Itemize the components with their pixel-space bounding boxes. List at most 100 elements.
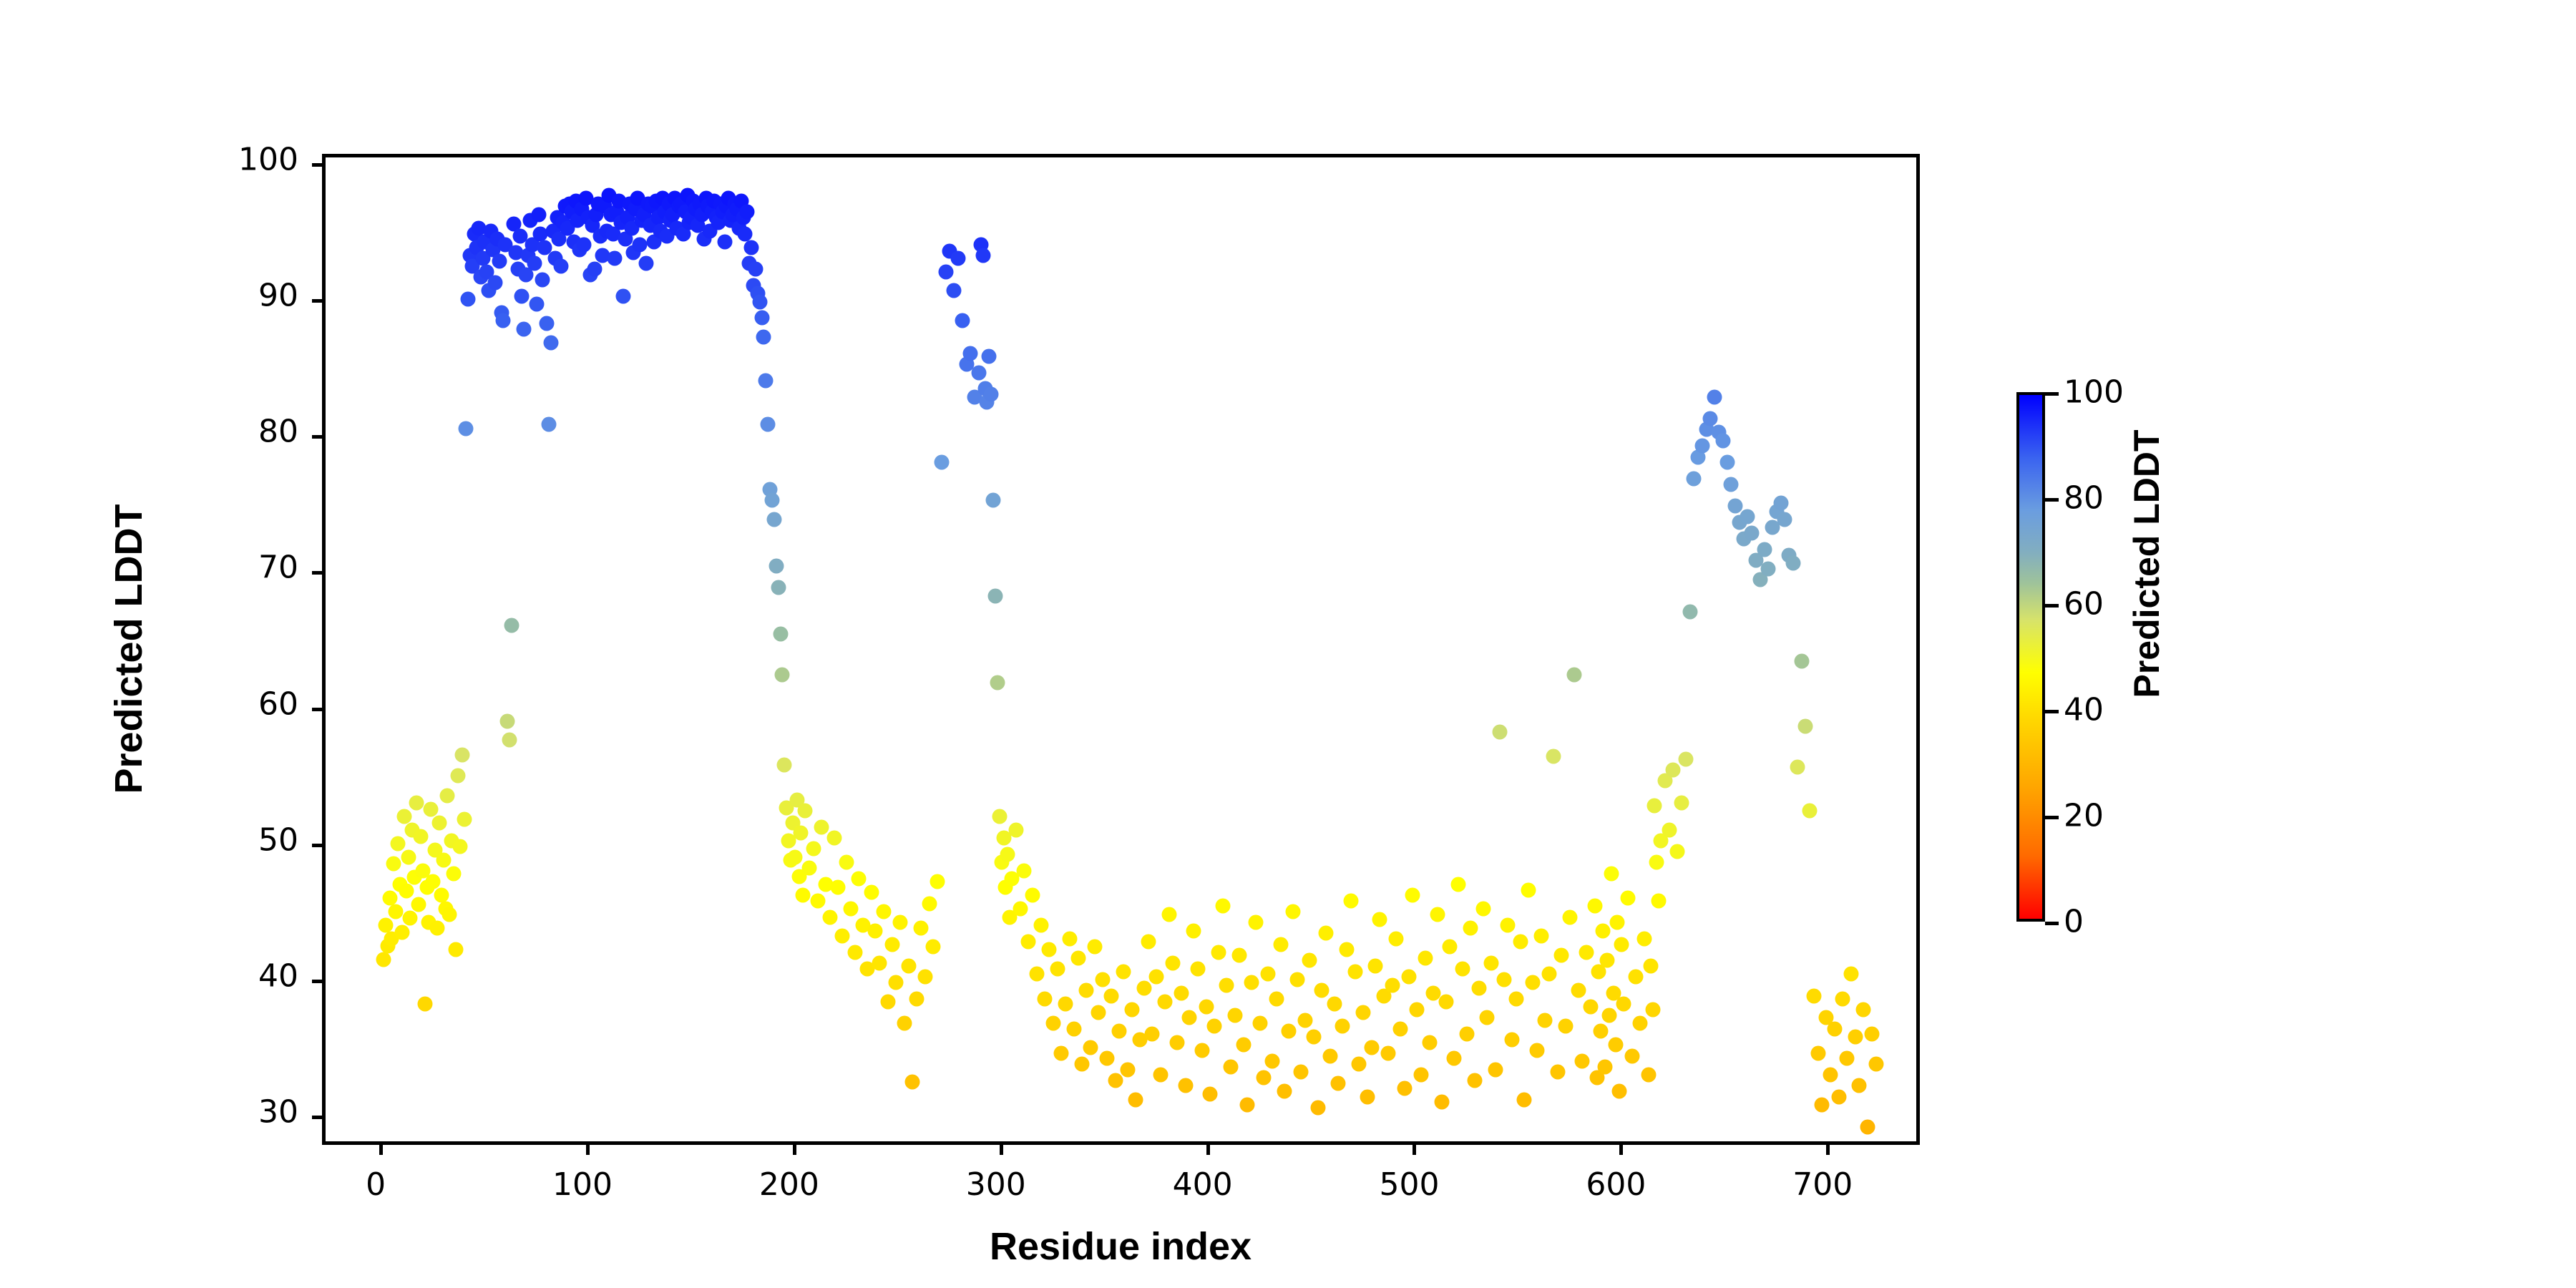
- scatter-point: [795, 887, 811, 903]
- colorbar-tick-mark: [2045, 922, 2059, 925]
- scatter-point: [1397, 1080, 1413, 1096]
- scatter-point: [839, 854, 854, 870]
- x-tick-mark: [999, 1141, 1003, 1155]
- scatter-point: [1851, 1078, 1867, 1093]
- scatter-point: [1087, 939, 1103, 955]
- scatter-point: [859, 961, 875, 977]
- scatter-point: [1574, 1053, 1590, 1069]
- scatter-point: [922, 896, 937, 912]
- scatter-point: [1843, 966, 1859, 982]
- scatter-point: [814, 819, 829, 835]
- scatter-point: [1614, 937, 1629, 952]
- scatter-point: [1281, 1023, 1297, 1039]
- scatter-point: [1430, 907, 1445, 922]
- y-tick-label: 100: [238, 141, 298, 178]
- scatter-point: [504, 618, 519, 633]
- scatter-point: [1657, 773, 1673, 789]
- scatter-point: [1029, 966, 1045, 982]
- scatter-point: [1620, 890, 1636, 906]
- scatter-point: [1260, 966, 1276, 982]
- scatter-point: [1839, 1050, 1855, 1066]
- scatter-point: [773, 626, 789, 642]
- scatter-point: [1330, 1075, 1346, 1091]
- scatter-point: [1628, 969, 1644, 985]
- scatter-point: [1702, 411, 1718, 426]
- scatter-point: [748, 261, 763, 277]
- x-tick-mark: [585, 1141, 590, 1155]
- scatter-point: [864, 884, 879, 900]
- scatter-point: [1450, 877, 1466, 892]
- scatter-point: [739, 204, 755, 220]
- x-tick-mark: [1413, 1141, 1417, 1155]
- scatter-point: [1418, 950, 1433, 966]
- scatter-point: [1827, 1021, 1843, 1037]
- scatter-point: [1000, 847, 1015, 862]
- scatter-point: [1525, 975, 1541, 990]
- scatter-point: [1372, 912, 1387, 927]
- x-tick-label: 0: [366, 1166, 386, 1203]
- y-tick-label: 50: [258, 821, 298, 859]
- scatter-point: [1343, 893, 1359, 909]
- scatter-point: [1392, 1021, 1408, 1037]
- scatter-point: [880, 994, 896, 1010]
- scatter-point: [1587, 898, 1603, 914]
- scatter-point: [1199, 999, 1214, 1015]
- scatter-point: [1678, 751, 1694, 767]
- scatter-point: [1020, 934, 1036, 950]
- scatter-point: [502, 732, 517, 748]
- scatter-point: [1141, 934, 1156, 950]
- scatter-point: [1662, 822, 1677, 838]
- scatter-point: [975, 248, 991, 263]
- plot-axes: [312, 154, 1920, 1155]
- scatter-point: [553, 258, 569, 274]
- colorbar-tick-mark: [2045, 710, 2059, 713]
- scatter-point: [1475, 901, 1491, 917]
- scatter-point: [1606, 985, 1621, 1001]
- scatter-point: [1136, 980, 1152, 995]
- scatter-point: [1190, 961, 1206, 977]
- scatter-point: [638, 255, 654, 271]
- scatter-point: [1442, 939, 1458, 955]
- y-tick-label: 90: [258, 277, 298, 314]
- scatter-point: [1425, 985, 1441, 1001]
- scatter-point: [376, 952, 391, 967]
- scatter-point: [1405, 887, 1420, 903]
- x-tick-label: 200: [758, 1166, 819, 1203]
- colorbar: 0 20 40 60 80 100: [2016, 374, 2124, 940]
- scatter-point: [516, 321, 532, 337]
- scatter-point: [1231, 947, 1247, 963]
- scatter-point: [448, 942, 464, 957]
- scatter-point: [1157, 994, 1173, 1010]
- scatter-point: [1601, 1008, 1617, 1023]
- y-tick-mark: [312, 162, 326, 167]
- scatter-point: [607, 250, 623, 266]
- scatter-point: [409, 795, 424, 811]
- scatter-point: [1108, 1073, 1123, 1088]
- scatter-point: [1041, 942, 1057, 957]
- scatter-point: [1479, 1010, 1495, 1025]
- colorbar-tick-label: 20: [2064, 797, 2104, 834]
- scatter-point: [1194, 1043, 1210, 1058]
- scatter-point: [1148, 969, 1164, 985]
- scatter-point: [450, 768, 466, 784]
- scatter-point: [1488, 1062, 1503, 1078]
- scatter-point: [797, 803, 813, 819]
- y-tick-mark: [312, 298, 326, 303]
- scatter-point: [1227, 1008, 1243, 1023]
- scatter-point: [1033, 917, 1048, 933]
- scatter-point: [595, 248, 610, 263]
- scatter-point: [1496, 972, 1512, 987]
- scatter-point: [1571, 982, 1586, 998]
- scatter-point: [1008, 822, 1024, 838]
- scatter-point: [423, 801, 439, 817]
- scatter-point: [1459, 1026, 1475, 1042]
- scatter-point: [1553, 947, 1569, 963]
- scatter-point: [1500, 917, 1516, 933]
- scatter-point: [1810, 1045, 1826, 1061]
- colorbar-tick-label: 60: [2064, 585, 2104, 623]
- y-tick-label: 70: [258, 549, 298, 586]
- scatter-point: [1169, 1035, 1185, 1050]
- scatter-point: [955, 313, 970, 328]
- scatter-point: [386, 856, 401, 872]
- scatter-point: [1045, 1015, 1061, 1031]
